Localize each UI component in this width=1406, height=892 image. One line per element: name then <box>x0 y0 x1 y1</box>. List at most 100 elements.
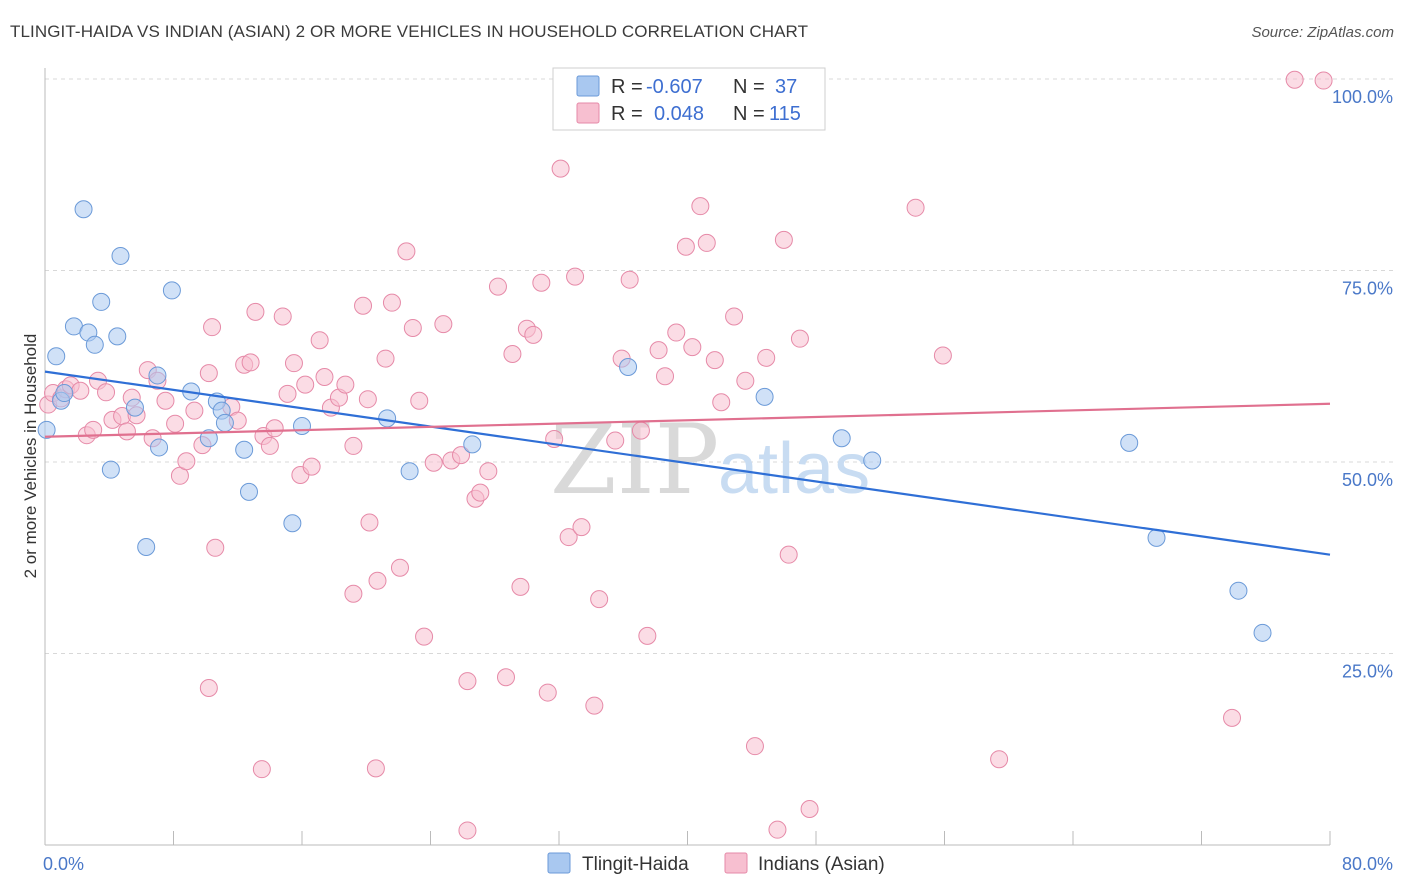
point-indians-asian <box>503 344 522 363</box>
point-indians-asian <box>302 457 321 476</box>
point-indians-asian <box>284 354 303 373</box>
point-indians-asian <box>310 331 329 350</box>
point-tlingit-haida <box>85 335 104 354</box>
point-tlingit-haida <box>101 460 120 479</box>
bottom-legend-label-tlingit-haida: Tlingit-Haida <box>582 854 689 875</box>
point-indians-asian <box>800 799 819 818</box>
point-indians-asian <box>590 590 609 609</box>
point-tlingit-haida <box>199 429 218 448</box>
point-tlingit-haida <box>293 416 311 435</box>
point-indians-asian <box>572 518 591 537</box>
point-indians-asian <box>585 696 604 715</box>
point-indians-asian <box>71 381 90 400</box>
point-indians-asian <box>697 233 716 252</box>
point-indians-asian <box>479 462 498 481</box>
point-indians-asian <box>683 338 702 357</box>
point-indians-asian <box>638 626 657 645</box>
point-indians-asian <box>551 159 570 178</box>
point-indians-asian <box>458 821 477 840</box>
point-indians-asian <box>358 390 377 409</box>
point-tlingit-haida <box>108 327 127 346</box>
point-tlingit-haida <box>125 398 144 417</box>
point-indians-asian <box>906 198 925 217</box>
legend-swatch-indians-asian <box>576 102 600 124</box>
trend-line-tlingit-haida <box>44 370 1331 556</box>
point-tlingit-haida <box>239 482 258 501</box>
point-indians-asian <box>246 302 265 321</box>
y-axis-label: 2 or more Vehicles in Household <box>21 334 40 579</box>
point-indians-asian <box>84 420 103 439</box>
point-indians-asian <box>397 242 416 261</box>
point-tlingit-haida <box>755 387 774 406</box>
point-indians-asian <box>471 483 490 502</box>
y-tick-label: 50.0% <box>1342 470 1393 490</box>
point-tlingit-haida <box>863 451 882 470</box>
point-tlingit-haida <box>150 438 169 457</box>
point-indians-asian <box>538 683 557 702</box>
point-indians-asian <box>736 371 755 390</box>
point-indians-asian <box>933 346 952 365</box>
point-indians-asian <box>415 627 434 646</box>
point-indians-asian <box>1314 71 1333 90</box>
point-indians-asian <box>691 197 710 216</box>
point-indians-asian <box>403 318 422 337</box>
bottom-legend: Tlingit-Haida Indians (Asian) <box>547 852 885 875</box>
point-indians-asian <box>97 383 116 402</box>
chart-title: TLINGIT-HAIDA VS INDIAN (ASIAN) 2 OR MOR… <box>10 22 809 41</box>
point-indians-asian <box>458 672 477 691</box>
trend-lines <box>44 370 1331 556</box>
point-indians-asian <box>631 421 650 440</box>
point-tlingit-haida <box>400 462 419 481</box>
bottom-legend-swatch-indians-asian <box>724 852 748 874</box>
point-indians-asian <box>745 737 764 756</box>
point-indians-asian <box>368 571 387 590</box>
bottom-legend-swatch-tlingit-haida <box>547 852 571 874</box>
point-indians-asian <box>790 329 809 348</box>
point-indians-asian <box>606 431 625 450</box>
point-tlingit-haida <box>111 246 130 265</box>
x-tick-label: 0.0% <box>43 854 84 874</box>
point-tlingit-haida <box>1120 433 1139 452</box>
point-tlingit-haida <box>378 409 397 428</box>
point-indians-asian <box>524 325 543 344</box>
legend-r-value-tlingit-haida: -0.607 <box>646 76 703 98</box>
point-indians-asian <box>390 558 409 577</box>
point-indians-asian <box>410 391 429 410</box>
legend-n-value-indians-asian: 115 <box>769 103 801 125</box>
point-tlingit-haida <box>92 292 111 311</box>
axes <box>44 68 1331 846</box>
point-indians-asian <box>676 237 695 256</box>
point-tlingit-haida <box>37 420 56 439</box>
point-indians-asian <box>656 367 675 386</box>
point-indians-asian <box>488 277 507 296</box>
point-indians-asian <box>532 273 551 292</box>
chart-source: Source: ZipAtlas.com <box>1251 24 1394 41</box>
y-tick-label: 75.0% <box>1342 279 1393 299</box>
point-indians-asian <box>382 293 401 312</box>
point-tlingit-haida <box>235 440 254 459</box>
point-indians-asian <box>278 384 297 403</box>
point-indians-asian <box>566 267 585 286</box>
legend: R = -0.607 N = 37 R = 0.048 N = 115 <box>552 67 826 131</box>
point-indians-asian <box>511 577 530 596</box>
point-indians-asian <box>376 349 395 368</box>
point-tlingit-haida <box>1229 581 1248 600</box>
point-indians-asian <box>336 375 355 394</box>
point-indians-asian <box>1223 708 1242 727</box>
point-indians-asian <box>344 436 363 455</box>
point-indians-asian <box>166 414 185 433</box>
legend-r-label: R = <box>611 103 643 125</box>
watermark: ZIP atlas <box>550 404 870 516</box>
point-indians-asian <box>366 759 385 778</box>
legend-swatch-tlingit-haida <box>576 75 600 97</box>
point-indians-asian <box>712 393 731 412</box>
y-tick-label: 25.0% <box>1342 662 1393 682</box>
point-tlingit-haida <box>1253 623 1272 642</box>
point-indians-asian <box>265 419 284 438</box>
point-indians-asian <box>725 307 744 326</box>
point-indians-asian <box>620 270 639 289</box>
point-indians-asian <box>779 545 798 564</box>
y-tick-label: 100.0% <box>1332 87 1393 107</box>
point-indians-asian <box>206 538 225 557</box>
